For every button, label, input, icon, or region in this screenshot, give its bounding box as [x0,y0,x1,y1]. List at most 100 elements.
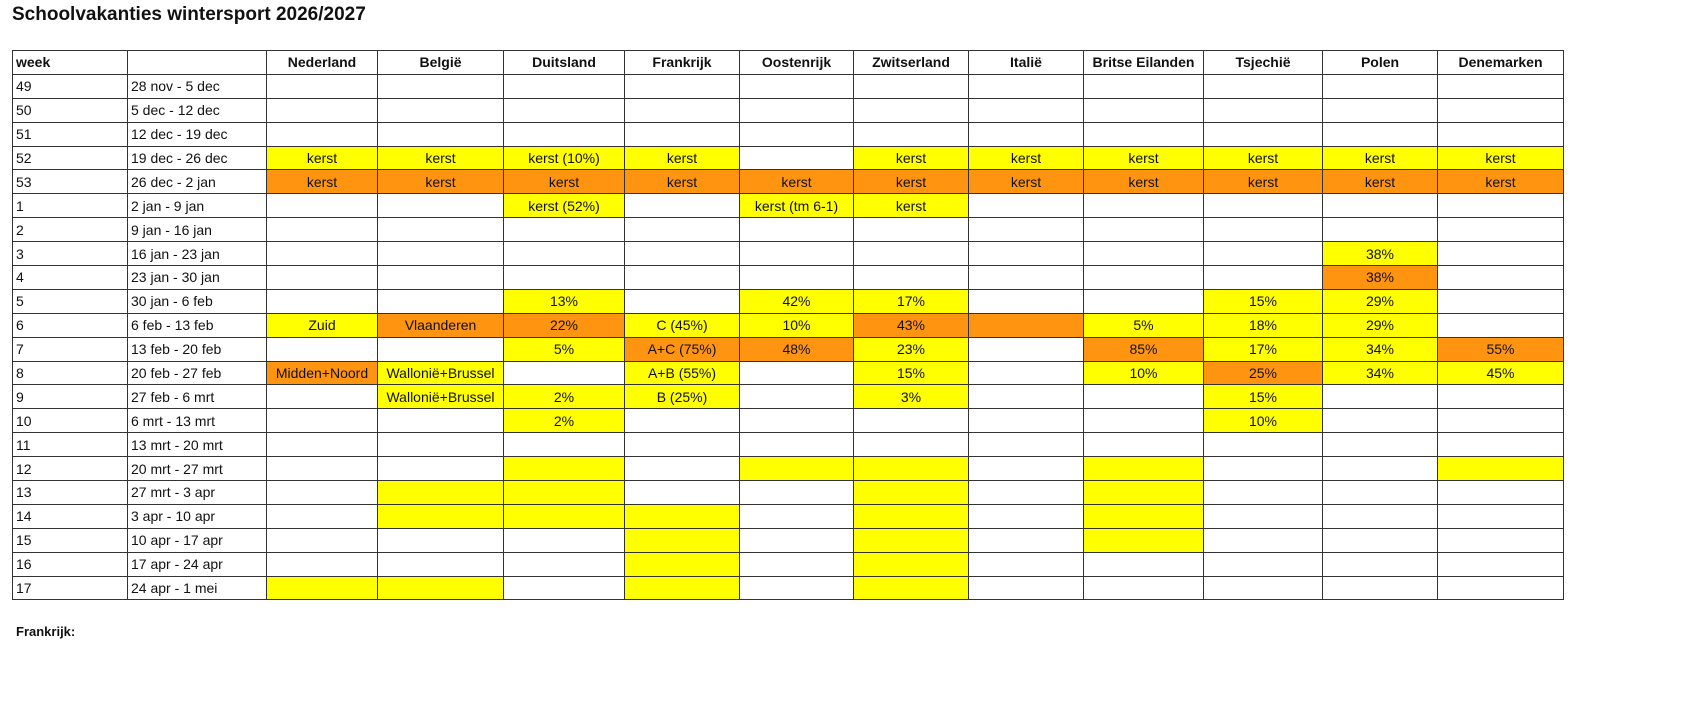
holiday-cell: kerst (10%) [503,145,625,171]
holiday-cell [739,456,854,482]
holiday-cell [624,503,740,529]
holiday-cell [853,527,969,553]
holiday-cell [1322,551,1438,577]
table-row: 7 13 feb - 20 feb 5% A+C (75%) 48% 23% 85% 17% 3… [12,336,1564,362]
holiday-cell [377,241,504,267]
holiday-cell [1322,575,1438,601]
column-header-country: Britse Eilanden [1083,50,1204,75]
holiday-cell: kerst [1437,145,1564,171]
holiday-cell [1203,73,1323,99]
holiday-cell [503,456,625,482]
holiday-cell [968,288,1084,314]
holiday-cell [968,241,1084,267]
holiday-cell [624,265,740,290]
holiday-cell [1083,121,1204,147]
dates-cell: 26 dec - 2 jan [127,169,267,195]
holiday-cell [739,121,854,147]
holiday-cell [377,456,504,482]
dates-cell: 3 apr - 10 apr [127,503,267,529]
holiday-cell: kerst [1203,145,1323,171]
holiday-cell [624,527,740,553]
holiday-cell [739,503,854,529]
dates-cell: 6 mrt - 13 mrt [127,408,267,434]
holiday-cell [1083,408,1204,434]
holiday-cell [1437,480,1564,505]
holiday-cell [1203,121,1323,147]
holiday-cell [624,575,740,601]
holiday-cell [968,456,1084,482]
holiday-cell [266,97,378,123]
dates-cell: 6 feb - 13 feb [127,312,267,338]
holiday-cell [503,265,625,290]
table-row: 52 19 dec - 26 dec kerst kerst kerst (10%) ke… [12,145,1564,171]
holiday-cell [1203,241,1323,267]
holiday-cell [266,384,378,410]
week-cell: 13 [12,480,128,505]
holiday-cell [266,121,378,147]
table-row: 16 17 apr - 24 apr [12,551,1564,577]
holiday-cell: 17% [853,288,969,314]
holiday-cell [1437,241,1564,267]
holiday-cell [624,73,740,99]
holiday-cell [266,265,378,290]
holiday-cell [1083,288,1204,314]
holiday-cell: 85% [1083,336,1204,362]
holiday-cell [1437,384,1564,410]
holiday-cell: 38% [1322,265,1438,290]
dates-cell: 13 mrt - 20 mrt [127,432,267,458]
holiday-cell [739,73,854,99]
holiday-cell: Zuid [266,312,378,338]
holiday-cell [503,432,625,458]
holiday-cell: A+C (75%) [624,336,740,362]
holiday-cell: 10% [1203,408,1323,434]
week-cell: 16 [12,551,128,577]
holiday-cell: 43% [853,312,969,338]
holiday-cell [1203,575,1323,601]
dates-cell: 27 feb - 6 mrt [127,384,267,410]
holiday-cell [1322,384,1438,410]
holiday-cell [1322,193,1438,219]
holiday-cell [377,97,504,123]
column-header-country: Frankrijk [624,50,740,75]
dates-cell: 20 feb - 27 feb [127,360,267,386]
holiday-cell [266,575,378,601]
holiday-cell [739,265,854,290]
holiday-cell [968,265,1084,290]
dates-cell: 5 dec - 12 dec [127,97,267,123]
holiday-cell [853,551,969,577]
holiday-cell [739,551,854,577]
page-title: Schoolvakanties wintersport 2026/2027 [12,4,366,25]
holiday-cell [1322,73,1438,99]
table-row: 13 27 mrt - 3 apr [12,480,1564,505]
holiday-cell [1322,456,1438,482]
holiday-cell: kerst [1322,145,1438,171]
holiday-cell [1437,73,1564,99]
dates-cell: 10 apr - 17 apr [127,527,267,553]
table-row: 8 20 feb - 27 feb Midden+Noord Wallonië+Bru… [12,360,1564,386]
holiday-cell: 18% [1203,312,1323,338]
holiday-cell: kerst [853,145,969,171]
holiday-cell: Vlaanderen [377,312,504,338]
holiday-cell [266,193,378,219]
week-cell: 14 [12,503,128,529]
week-cell: 5 [12,288,128,314]
holiday-cell [503,97,625,123]
holiday-cell [1322,121,1438,147]
column-header-country: Oostenrijk [739,50,854,75]
holiday-cell [624,121,740,147]
holiday-cell [968,336,1084,362]
holiday-cell [266,336,378,362]
holiday-cell [1437,312,1564,338]
holiday-cell [1083,265,1204,290]
holiday-cell [739,145,854,171]
holiday-cell [1083,432,1204,458]
holiday-cell: kerst [266,169,378,195]
holiday-cell: 22% [503,312,625,338]
holiday-cell [377,408,504,434]
holiday-cell [377,432,504,458]
holiday-cell [266,408,378,434]
week-cell: 52 [12,145,128,171]
